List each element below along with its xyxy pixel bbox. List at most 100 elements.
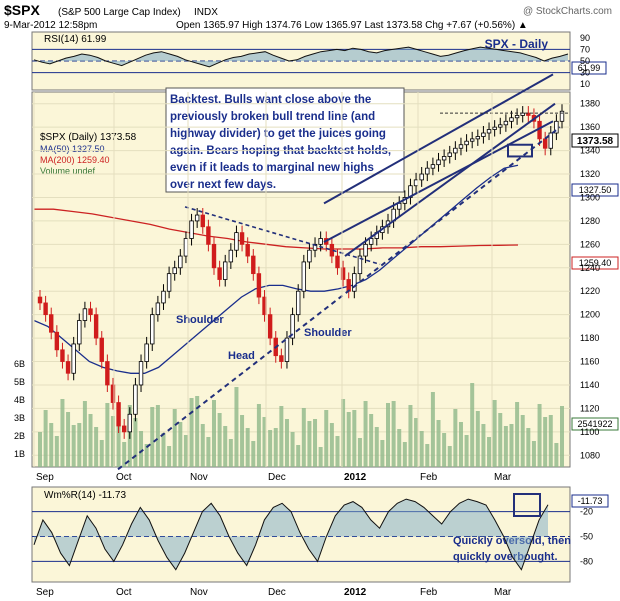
price-ytick-1360: 1360	[580, 122, 600, 132]
candle-body	[251, 255, 256, 275]
candle-body	[88, 308, 93, 316]
candle-body	[133, 384, 138, 415]
bull-trend-line	[344, 102, 556, 257]
volume-bar	[436, 420, 441, 467]
candle-body	[77, 320, 82, 345]
candle-body	[65, 361, 71, 374]
candle-body	[307, 249, 312, 263]
candle-body	[503, 120, 509, 126]
wm-ytick--20: -20	[580, 507, 593, 517]
wm-xlabel-Feb: Feb	[420, 587, 438, 598]
volume-bar	[380, 440, 385, 467]
price-xlabel-Dec: Dec	[268, 472, 286, 483]
price-ytick-1120: 1120	[580, 403, 599, 413]
volume-bar	[301, 408, 306, 467]
candle-body	[54, 331, 60, 351]
backtest-line-6: over next few days.	[170, 179, 276, 191]
volume-bar	[548, 415, 553, 467]
price-ytick-1100: 1100	[580, 427, 599, 437]
quote-line: Open 1365.97 High 1374.76 Low 1365.97 La…	[176, 20, 528, 31]
candle-body	[239, 232, 245, 245]
price-ytick-1240: 1240	[580, 263, 600, 273]
candle-body	[82, 308, 88, 321]
candle-body	[279, 355, 284, 362]
ma200-legend: MA(200) 1259.40	[40, 155, 110, 165]
candle-body	[234, 232, 239, 251]
candle-body	[105, 361, 110, 386]
candle-body	[464, 140, 469, 146]
wm-label: Wm%R(14) -11.73	[44, 490, 126, 501]
volume-bar	[531, 441, 536, 467]
volume-bar	[228, 439, 233, 467]
last-price-text: 1373.58	[577, 136, 614, 147]
volume-tag-text: 2541922	[577, 419, 612, 429]
volume-bar	[223, 426, 228, 467]
candle-body	[267, 314, 273, 339]
shoulder-left-label: Shoulder	[176, 314, 224, 326]
wm-xlabel-Oct: Oct	[116, 587, 132, 598]
candle-body	[363, 243, 368, 257]
volume-bar	[335, 436, 340, 467]
candle-body	[194, 214, 200, 222]
volume-bar	[503, 426, 508, 467]
volume-bar	[560, 406, 564, 467]
rsi-ytick-90: 90	[580, 33, 590, 43]
volume-tick-3B: 3B	[14, 413, 25, 423]
wm-ytick--50: -50	[580, 532, 593, 542]
candle-body	[144, 343, 149, 362]
backtest-note-box	[165, 87, 405, 193]
candle-body	[178, 255, 183, 269]
price-legend: $SPX (Daily) 1373.58	[40, 132, 137, 143]
volume-bar	[77, 423, 82, 467]
volume-bar	[425, 444, 430, 467]
volume-bar	[82, 401, 87, 467]
price-xlabel-Nov: Nov	[190, 472, 208, 483]
volume-bar	[318, 447, 323, 467]
candle-body	[526, 112, 531, 116]
price-xlabel-Mar: Mar	[494, 472, 512, 483]
backtest-box	[507, 143, 533, 158]
volume-bar	[105, 403, 110, 467]
volume-bar	[212, 400, 216, 467]
wm-fill	[34, 499, 548, 570]
candle-body	[425, 167, 430, 175]
candle-body	[419, 173, 424, 181]
volume-bar	[49, 423, 54, 467]
volume-bar	[290, 432, 295, 467]
volume-bar	[195, 396, 200, 467]
price-xlabel-2012: 2012	[344, 472, 367, 483]
wm-xlabel-Mar: Mar	[494, 587, 512, 598]
volume-bar	[161, 433, 166, 467]
volume-bar	[155, 405, 160, 467]
candle-body	[43, 302, 48, 316]
volume-bar	[167, 446, 172, 467]
volume-bar	[178, 422, 183, 467]
ma50-tag-text: 1327.50	[579, 185, 612, 195]
candle-body	[37, 296, 43, 304]
price-xlabel-Sep: Sep	[36, 472, 54, 483]
price-ytick-1320: 1320	[580, 169, 600, 179]
rsi-value-tag: 61.99	[571, 61, 607, 75]
volume-bar	[262, 417, 267, 467]
volume-bar	[397, 429, 402, 467]
candle-body	[71, 343, 76, 374]
watermark: @ StockCharts.com	[523, 6, 612, 17]
volume-bar	[515, 402, 520, 467]
wm-value-tag: -11.73	[571, 494, 609, 508]
volume-bar	[268, 430, 273, 467]
volume-bar	[352, 410, 357, 467]
candle-body	[110, 384, 116, 403]
volume-bar	[487, 437, 492, 467]
candle-body	[486, 129, 492, 134]
candle-body	[340, 267, 346, 280]
wm-line	[33, 498, 549, 571]
price-xlabel-Oct: Oct	[116, 472, 132, 483]
candle-body	[514, 115, 520, 119]
candle-body	[290, 314, 295, 339]
rsi-fill	[34, 47, 568, 67]
rsi-line	[33, 46, 569, 68]
candle-body	[99, 337, 104, 362]
candle-body	[211, 243, 217, 269]
rsi-label: RSI(14) 61.99	[44, 34, 107, 45]
candle-body	[453, 147, 458, 154]
